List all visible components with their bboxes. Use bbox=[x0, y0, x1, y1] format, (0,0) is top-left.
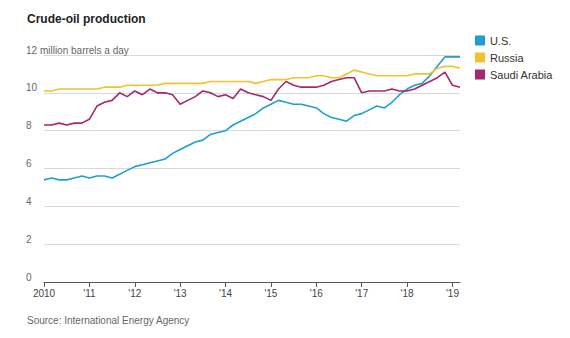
svg-text:'18: '18 bbox=[401, 288, 414, 299]
svg-text:10: 10 bbox=[26, 82, 38, 93]
svg-text:'15: '15 bbox=[264, 288, 277, 299]
svg-text:8: 8 bbox=[26, 120, 32, 131]
svg-text:2: 2 bbox=[26, 234, 32, 245]
svg-text:'16: '16 bbox=[310, 288, 323, 299]
svg-text:'17: '17 bbox=[355, 288, 368, 299]
svg-text:6: 6 bbox=[26, 158, 32, 169]
svg-text:'19: '19 bbox=[446, 288, 459, 299]
svg-text:12 million barrels a day: 12 million barrels a day bbox=[26, 45, 129, 56]
svg-text:Russia: Russia bbox=[490, 52, 525, 64]
svg-text:4: 4 bbox=[26, 196, 32, 207]
svg-text:Crude-oil production: Crude-oil production bbox=[27, 12, 146, 26]
svg-text:Saudi Arabia: Saudi Arabia bbox=[490, 69, 553, 81]
svg-text:Source: International Energy A: Source: International Energy Agency bbox=[27, 315, 189, 326]
svg-text:0: 0 bbox=[26, 272, 32, 283]
svg-text:'13: '13 bbox=[174, 288, 187, 299]
svg-text:'14: '14 bbox=[219, 288, 232, 299]
svg-text:'12: '12 bbox=[128, 288, 141, 299]
svg-text:U.S.: U.S. bbox=[490, 35, 511, 47]
svg-text:'11: '11 bbox=[83, 288, 96, 299]
svg-text:2010: 2010 bbox=[33, 288, 56, 299]
